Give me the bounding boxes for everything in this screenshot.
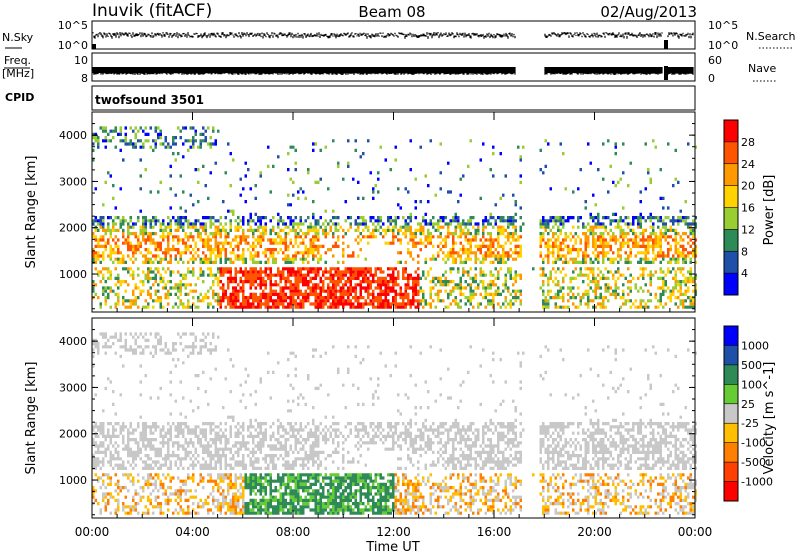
power-panel: 1000 2000 3000 4000 Slant Range [km] 28 24 20… (24, 111, 777, 313)
y-tick-label: 1000 (59, 474, 87, 487)
colorbar-tick-label: 28 (741, 136, 755, 149)
y-tick-label: 3000 (59, 175, 87, 188)
nave-tick-top: 60 (708, 54, 722, 67)
x-tick-label: 16:00 (477, 525, 512, 539)
colorbar-swatch (724, 207, 738, 230)
colorbar-swatch (724, 120, 738, 143)
velocity-cell-group (92, 473, 695, 515)
colorbar-tick-label: 24 (741, 158, 755, 171)
beam-title: Beam 08 (358, 3, 425, 21)
power-cell-group (219, 267, 420, 309)
velocity-heatmap-cells (92, 332, 697, 515)
y-tick-label: 2000 (59, 222, 87, 235)
cpid-panel: CPID twofsound 3501 (5, 85, 696, 111)
velocity-cell-group (92, 332, 697, 515)
cpid-label: CPID (5, 91, 34, 104)
colorbar-tick-label: 100 (741, 378, 762, 391)
frequency-marker (664, 66, 668, 80)
station-title: Inuvik (fitACF) (92, 1, 212, 21)
colorbar-frame (723, 325, 739, 502)
y-tick-label: 3000 (59, 381, 87, 394)
noise-left-tick-top: 10^5 (58, 19, 88, 32)
colorbar-tick-label: 25 (741, 398, 755, 411)
noise-search-label: N.Search (746, 30, 796, 43)
power-ylabel: Slant Range [km] (24, 156, 39, 269)
velocity-cell-group (247, 473, 392, 515)
colorbar-tick-label: 500 (741, 359, 762, 372)
colorbar-swatch (724, 273, 738, 296)
y-tick-label: 4000 (59, 129, 87, 142)
colorbar-tick-label: 16 (741, 202, 755, 215)
colorbar-swatch (724, 384, 738, 405)
colorbar-swatch (724, 345, 738, 366)
x-tick-label: 00:00 (678, 525, 713, 539)
colorbar-tick-label: 8 (741, 245, 748, 258)
freq-label: Freq. (4, 54, 31, 67)
time-x-axis: 00:00 04:00 08:00 12:00 16:00 20:00 00:00 (75, 112, 713, 539)
x-tick-label: 08:00 (276, 525, 311, 539)
colorbar-tick-label: -100 (741, 437, 766, 450)
noise-sky-trace (92, 32, 694, 49)
colorbar-swatch (724, 326, 738, 346)
noise-sky-path (92, 32, 694, 39)
colorbar-swatch (724, 185, 738, 208)
y-tick-label: 1000 (59, 268, 87, 281)
frequency-trace (92, 66, 694, 80)
colorbar-tick-label: -1000 (741, 476, 773, 489)
frequency-panel: Freq. [MHz] 10 8 60 0 Nave (2, 52, 776, 85)
velocity-panel: 1000 2000 3000 4000 Slant Range [km] 1000 50… (24, 112, 777, 554)
power-heatmap-cells (92, 126, 697, 309)
velocity-ylabel: Slant Range [km] (24, 362, 39, 475)
date-title: 02/Aug/2013 (600, 3, 697, 21)
x-tick-label: 12:00 (376, 525, 411, 539)
colorbar-swatch (724, 423, 738, 444)
colorbar-swatch (724, 442, 738, 463)
power-cell-group (92, 126, 697, 309)
power-cell-group (92, 225, 697, 309)
velocity-y-axis: 1000 2000 3000 4000 (59, 317, 695, 516)
x-tick-label: 04:00 (175, 525, 210, 539)
velocity-colorbar-label: Velocity [m s^-1] (762, 362, 777, 475)
noise-right-tick-bottom: 10^0 (708, 39, 738, 52)
frequency-path (92, 67, 694, 75)
colorbar-swatch (724, 403, 738, 424)
colorbar-tick-label: 1000 (741, 339, 769, 352)
colorbar-swatch (724, 229, 738, 252)
colorbar-swatch (724, 141, 738, 165)
velocity-colorbar: 1000 500 100 25 -25 -100 -500 -1000 (723, 325, 773, 502)
colorbar-tick-label: 12 (741, 223, 755, 236)
noise-marker (92, 44, 96, 49)
x-tick-label: 00:00 (75, 525, 110, 539)
power-colorbar-label: Power [dB] (762, 175, 777, 246)
colorbar-tick-label: -500 (741, 456, 766, 469)
noise-sky-label: N.Sky (2, 31, 34, 44)
noise-left-tick-bottom: 10^0 (58, 39, 88, 52)
colorbar-tick-label: -25 (741, 417, 759, 430)
nave-tick-bottom: 0 (708, 72, 715, 85)
noise-right-tick-top: 10^5 (708, 19, 738, 32)
power-y-axis: 1000 2000 3000 4000 (59, 111, 695, 310)
time-xlabel: Time UT (365, 540, 419, 554)
colorbar-swatch (724, 462, 738, 483)
freq-tick-top: 10 (74, 54, 88, 67)
colorbar-swatch (724, 163, 738, 187)
nave-label: Nave (748, 62, 776, 75)
freq-unit-label: [MHz] (2, 67, 34, 80)
x-tick-label: 20:00 (577, 525, 612, 539)
power-colorbar: 28 24 20 16 12 8 4 (723, 119, 755, 296)
y-tick-label: 2000 (59, 428, 87, 441)
cpid-value: twofsound 3501 (95, 93, 204, 107)
colorbar-swatch (724, 251, 738, 274)
noise-panel: N.Sky 10^5 10^0 10^5 10^0 N.Search (2, 19, 796, 52)
colorbar-swatch (724, 364, 738, 385)
colorbar-tick-label: 4 (741, 267, 748, 280)
power-cell-group (92, 225, 697, 309)
colorbar-swatch (724, 481, 738, 502)
noise-marker (664, 40, 668, 49)
y-tick-label: 4000 (59, 335, 87, 348)
freq-tick-bottom: 8 (81, 72, 88, 85)
colorbar-tick-label: 20 (741, 180, 755, 193)
